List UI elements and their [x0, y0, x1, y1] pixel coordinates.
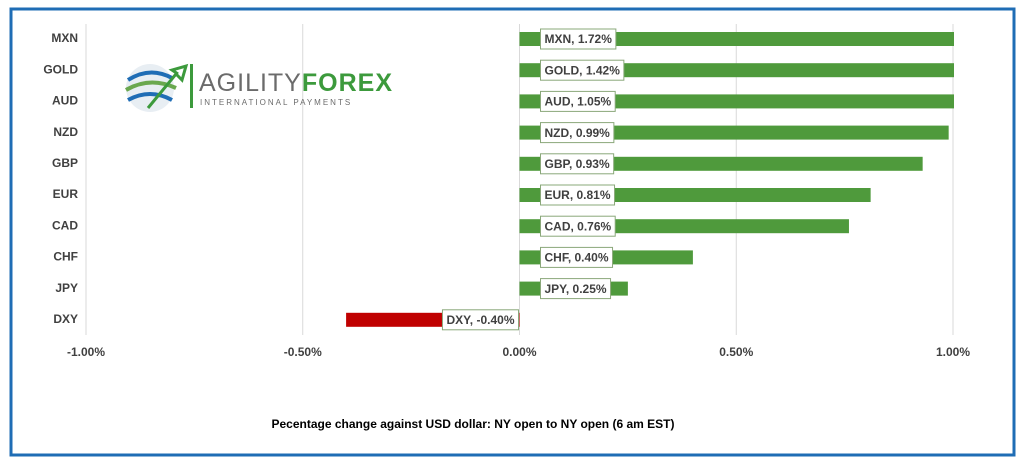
x-tick-label: 0.50%: [719, 345, 753, 359]
bar: [519, 125, 949, 140]
y-tick-label: DXY: [53, 312, 78, 326]
value-label: NZD, 0.99%: [545, 126, 611, 140]
value-label-box: [441, 309, 519, 331]
value-label-box: [540, 59, 625, 81]
logo-name: AGILITYFOREX: [199, 69, 393, 97]
value-label-box: [540, 122, 615, 144]
y-tick-label: CAD: [52, 218, 78, 232]
bar: [519, 32, 954, 46]
value-label: CAD, 0.76%: [545, 219, 612, 233]
logo-swoosh: [126, 70, 173, 82]
labels: MXN MXN, 1.72% GOLD GOLD, 1.42% AUD AUD, 1.05…: [43, 28, 625, 331]
y-tick-label: EUR: [53, 187, 79, 201]
y-tick-label: JPY: [55, 281, 78, 295]
value-label-box: [540, 184, 616, 206]
value-label: EUR, 0.81%: [545, 188, 611, 202]
x-tick-label: -0.50%: [284, 345, 322, 359]
bar: [519, 63, 954, 78]
value-label-box: [540, 246, 614, 268]
value-label: CHF, 0.40%: [545, 251, 609, 265]
value-label: GOLD, 1.42%: [545, 63, 621, 77]
y-tick-label: NZD: [53, 125, 78, 139]
logo-tagline: INTERNATIONAL PAYMENTS: [200, 98, 352, 107]
value-label-box: [540, 90, 616, 112]
logo: AGILITYFOREX INTERNATIONAL PAYMENTS: [124, 63, 393, 112]
value-label-box: [540, 215, 616, 237]
value-label: GBP, 0.93%: [545, 157, 610, 171]
value-label-box: [540, 278, 612, 300]
x-tick-label: -1.00%: [67, 345, 105, 359]
value-label-box: [540, 153, 615, 175]
y-tick-label: CHF: [53, 250, 78, 264]
value-label: AUD, 1.05%: [545, 95, 612, 109]
value-label: JPY, 0.25%: [545, 282, 607, 296]
value-label: DXY, -0.40%: [446, 313, 514, 327]
value-label: MXN, 1.72%: [545, 32, 613, 46]
caption: Pecentage change against USD dollar: NY …: [272, 417, 675, 431]
logo-swoosh: [127, 92, 173, 102]
logo-swoosh: [124, 80, 177, 92]
y-tick-label: AUD: [52, 94, 78, 108]
y-tick-label: GBP: [52, 156, 78, 170]
logo-divider: [190, 64, 193, 108]
logo-arrow: [146, 63, 189, 109]
y-tick-label: GOLD: [43, 62, 78, 76]
bar: [519, 94, 954, 109]
bar: [519, 156, 923, 171]
x-tick-label: 1.00%: [936, 345, 970, 359]
x-tick-label: 0.00%: [502, 345, 536, 359]
value-label-box: [540, 28, 617, 50]
y-tick-label: MXN: [51, 31, 78, 45]
